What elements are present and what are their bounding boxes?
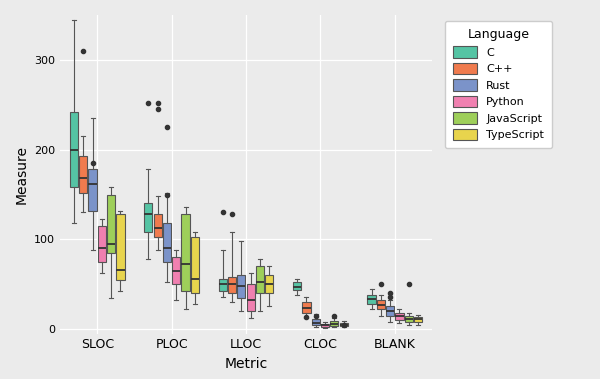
PathPatch shape — [154, 214, 162, 236]
PathPatch shape — [247, 284, 255, 311]
PathPatch shape — [256, 266, 264, 293]
PathPatch shape — [321, 324, 329, 327]
PathPatch shape — [404, 316, 413, 322]
PathPatch shape — [191, 236, 199, 293]
X-axis label: Metric: Metric — [224, 357, 268, 371]
PathPatch shape — [377, 300, 385, 309]
PathPatch shape — [218, 279, 227, 291]
PathPatch shape — [107, 194, 115, 253]
PathPatch shape — [265, 275, 274, 293]
PathPatch shape — [88, 169, 97, 211]
PathPatch shape — [181, 214, 190, 291]
Legend: C, C++, Rust, Python, JavaScript, TypeScript: C, C++, Rust, Python, JavaScript, TypeSc… — [445, 21, 552, 148]
PathPatch shape — [116, 214, 125, 280]
PathPatch shape — [237, 275, 245, 298]
PathPatch shape — [98, 226, 106, 262]
PathPatch shape — [163, 223, 171, 262]
PathPatch shape — [228, 277, 236, 293]
PathPatch shape — [395, 313, 404, 320]
PathPatch shape — [293, 282, 301, 290]
PathPatch shape — [311, 319, 320, 326]
PathPatch shape — [70, 112, 78, 187]
PathPatch shape — [144, 204, 152, 232]
PathPatch shape — [79, 156, 88, 193]
PathPatch shape — [367, 295, 376, 304]
PathPatch shape — [386, 306, 394, 316]
Y-axis label: Measure: Measure — [14, 145, 28, 204]
PathPatch shape — [172, 257, 181, 284]
PathPatch shape — [330, 321, 338, 326]
PathPatch shape — [302, 302, 311, 313]
PathPatch shape — [340, 323, 348, 326]
PathPatch shape — [414, 317, 422, 322]
